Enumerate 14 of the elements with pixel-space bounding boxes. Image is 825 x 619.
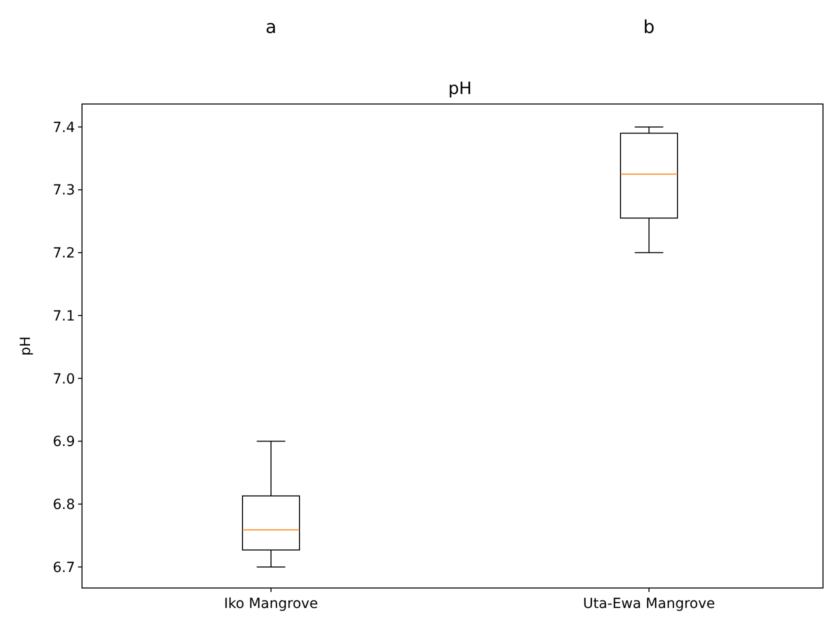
y-tick-label: 7.3 xyxy=(52,182,75,199)
chart-title: pH xyxy=(448,79,472,99)
y-axis-title: pH xyxy=(18,336,34,356)
y-tick-label: 6.7 xyxy=(52,560,75,576)
x-tick-label: Iko Mangrove xyxy=(224,596,318,612)
y-tick-label: 7.4 xyxy=(52,120,76,136)
y-tick-label: 6.9 xyxy=(52,434,75,450)
x-tick-label: Uta-Ewa Mangrove xyxy=(582,596,716,612)
y-tick-label: 7.0 xyxy=(52,371,75,388)
y-tick-label: 7.2 xyxy=(52,246,75,262)
y-tick-label: 7.1 xyxy=(52,308,75,324)
y-tick-label: 6.8 xyxy=(52,496,75,513)
text: a xyxy=(265,17,277,38)
text: b xyxy=(643,17,655,38)
